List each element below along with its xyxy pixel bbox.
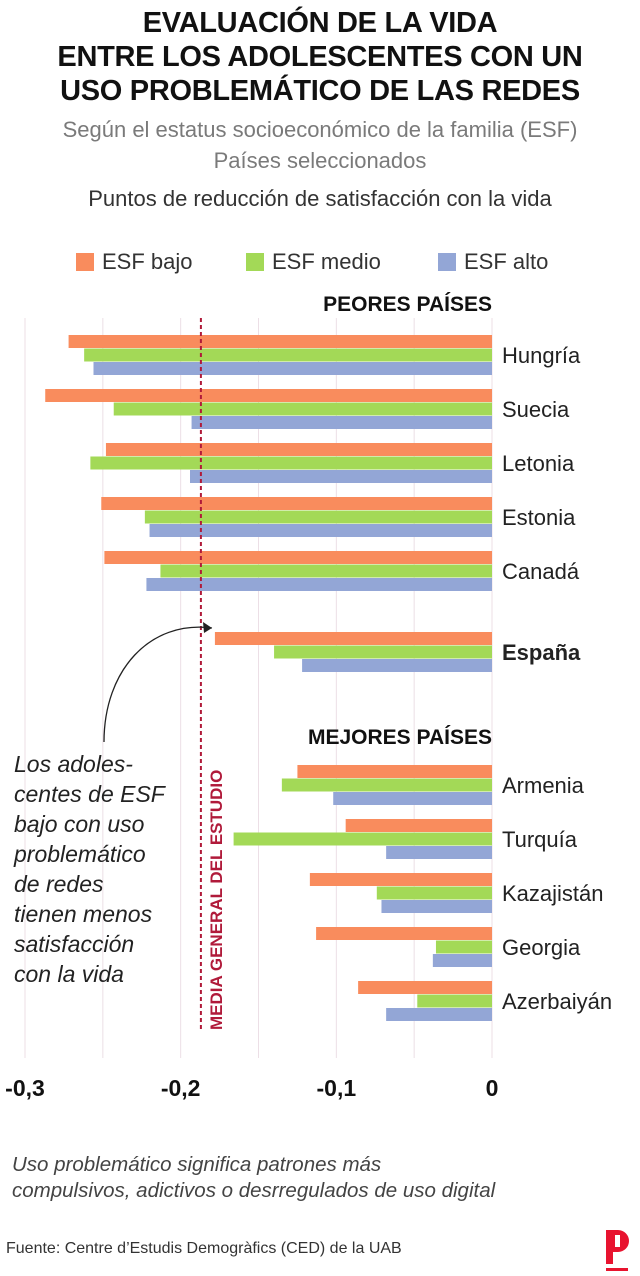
annotation-text: centes de ESF [14,781,167,807]
country-label: Hungría [502,343,581,368]
country-label: Armenia [502,773,585,798]
country-label: Letonia [502,451,575,476]
bar-medio [417,994,492,1008]
x-tick-label: -0,1 [317,1075,357,1101]
bar-alto [333,792,492,805]
publisher-logo-icon [606,1230,629,1271]
country-label: Turquía [502,827,578,852]
annotation-text: con la vida [14,961,124,987]
bar-medio [376,886,492,900]
bar-medio [113,402,492,416]
bar-alto [93,362,492,375]
legend-swatch-alto [438,253,456,271]
country-label: Canadá [502,559,580,584]
footnote: Uso problemático significa patrones más … [12,1152,632,1204]
title-line: ENTRE LOS ADOLESCENTES CON UN [57,41,583,73]
bar-medio [274,645,492,659]
annotation-arrowhead [203,622,212,633]
bar-alto [149,524,493,537]
bar-medio [90,456,492,470]
annotation-text: Los adoles- [14,751,133,777]
bar-alto [146,578,493,591]
country-label: Georgia [502,935,581,960]
legend-label-alto: ESF alto [464,249,549,274]
bar-medio [84,348,493,362]
bar-medio [160,564,492,578]
bar-bajo [345,819,492,832]
bar-medio [435,940,492,954]
bar-bajo [104,551,492,564]
bar-alto [191,416,492,429]
bar-chart: -0,3 -0,2 -0,1 0 PEORES PAÍSES Hungría Suecia L… [5,293,612,1101]
annotation-text: problemático [13,841,146,867]
bar-bajo [68,335,492,348]
footnote-line: Uso problemático significa patrones más [12,1153,382,1176]
x-tick-label: 0 [486,1075,499,1101]
legend: ESF bajo ESF medio ESF alto [0,246,640,278]
bar-bajo [214,632,492,645]
annotation-text: bajo con uso [14,811,145,837]
bar-bajo [45,389,493,402]
bar-medio [233,832,493,846]
legend-label-bajo: ESF bajo [102,249,193,274]
legend-label-medio: ESF medio [272,249,381,274]
country-label: Kazajistán [502,881,604,906]
unit-label: Puntos de reducción de satisfacción con … [88,186,552,211]
chart-subtitle-2: Países seleccionados [213,148,427,173]
title-line: EVALUACIÓN DE LA VIDA [142,7,498,39]
bar-bajo [358,981,492,994]
title-line: USO PROBLEMÁTICO DE LAS REDES [60,75,580,107]
country-label: Estonia [502,505,576,530]
country-label: Azerbaiyán [502,989,612,1014]
annotation-text: tienen menos [14,901,153,927]
bar-bajo [316,927,492,940]
chart-title: EVALUACIÓN DE LA VIDA ENTRE LOS ADOLESCE… [0,6,640,108]
bar-alto [381,900,492,913]
chart-subtitle: Según el estatus socioeconómico de la fa… [62,117,578,142]
annotation-text: de redes [14,871,104,897]
mean-line-label: MEDIA GENERAL DEL ESTUDIO [207,770,226,1030]
source-note: Fuente: Centre d’Estudis Demogràfics (CE… [6,1240,402,1257]
bar-bajo [105,443,493,456]
legend-swatch-medio [246,253,264,271]
legend-item-bajo: ESF bajo [76,246,193,278]
bar-alto [302,659,492,672]
footnote-line: compulsivos, adictivos o desrregulados d… [12,1179,496,1202]
legend-swatch-bajo [76,253,94,271]
country-label: Suecia [502,397,570,422]
group-header: PEORES PAÍSES [323,293,492,316]
annotation-text: satisfacción [14,931,134,957]
bar-alto [432,954,492,967]
bar-medio [281,778,492,792]
bar-alto [386,846,492,859]
country-label: España [502,640,581,665]
bar-alto [386,1008,492,1021]
legend-item-medio: ESF medio [246,246,381,278]
bar-bajo [101,497,492,510]
x-tick-label: -0,2 [161,1075,201,1101]
bar-bajo [309,873,492,886]
bar-medio [144,510,492,524]
annotation-arrow [103,626,213,743]
bar-bajo [297,765,492,778]
bar-alto [190,470,493,483]
x-tick-label: -0,3 [5,1075,45,1101]
group-header: MEJORES PAÍSES [308,726,492,749]
legend-item-alto: ESF alto [438,246,548,278]
